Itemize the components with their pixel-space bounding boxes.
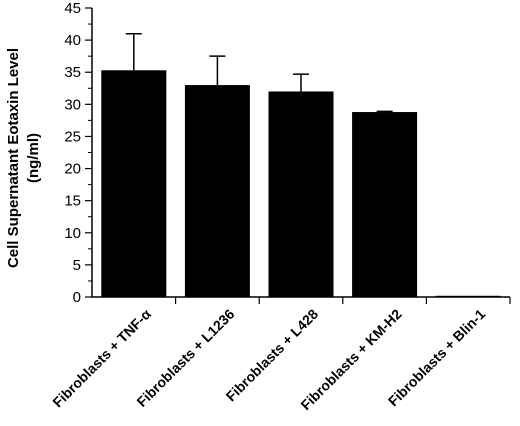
y-tick-label: 5 — [73, 257, 81, 274]
bar — [184, 85, 250, 297]
y-tick-label: 35 — [64, 64, 81, 81]
bar — [268, 91, 334, 297]
y-tick-label: 30 — [64, 96, 81, 113]
error-bars — [125, 32, 393, 113]
x-axis — [92, 296, 511, 304]
bar — [101, 70, 167, 297]
bar — [352, 112, 418, 297]
y-tick-label: 15 — [64, 193, 81, 210]
y-axis-title-line1: Cell Supernatant Eotaxin Level — [5, 48, 22, 268]
y-axis-title-line2: (ng/ml) — [25, 133, 42, 183]
category-label: Fibroblasts + L428 — [223, 306, 322, 405]
bars — [101, 70, 501, 297]
y-axis: 0 5 10 15 20 25 30 35 40 45 — [64, 0, 93, 306]
y-tick-label: 45 — [64, 0, 81, 17]
y-tick-label: 40 — [64, 32, 81, 49]
y-axis-title: Cell Supernatant Eotaxin Level (ng/ml) — [5, 48, 42, 268]
y-tick-label: 20 — [64, 161, 81, 178]
y-tick-label: 10 — [64, 225, 81, 242]
y-tick-label: 0 — [73, 289, 81, 306]
bar — [435, 295, 501, 297]
y-tick-label: 25 — [64, 128, 81, 145]
